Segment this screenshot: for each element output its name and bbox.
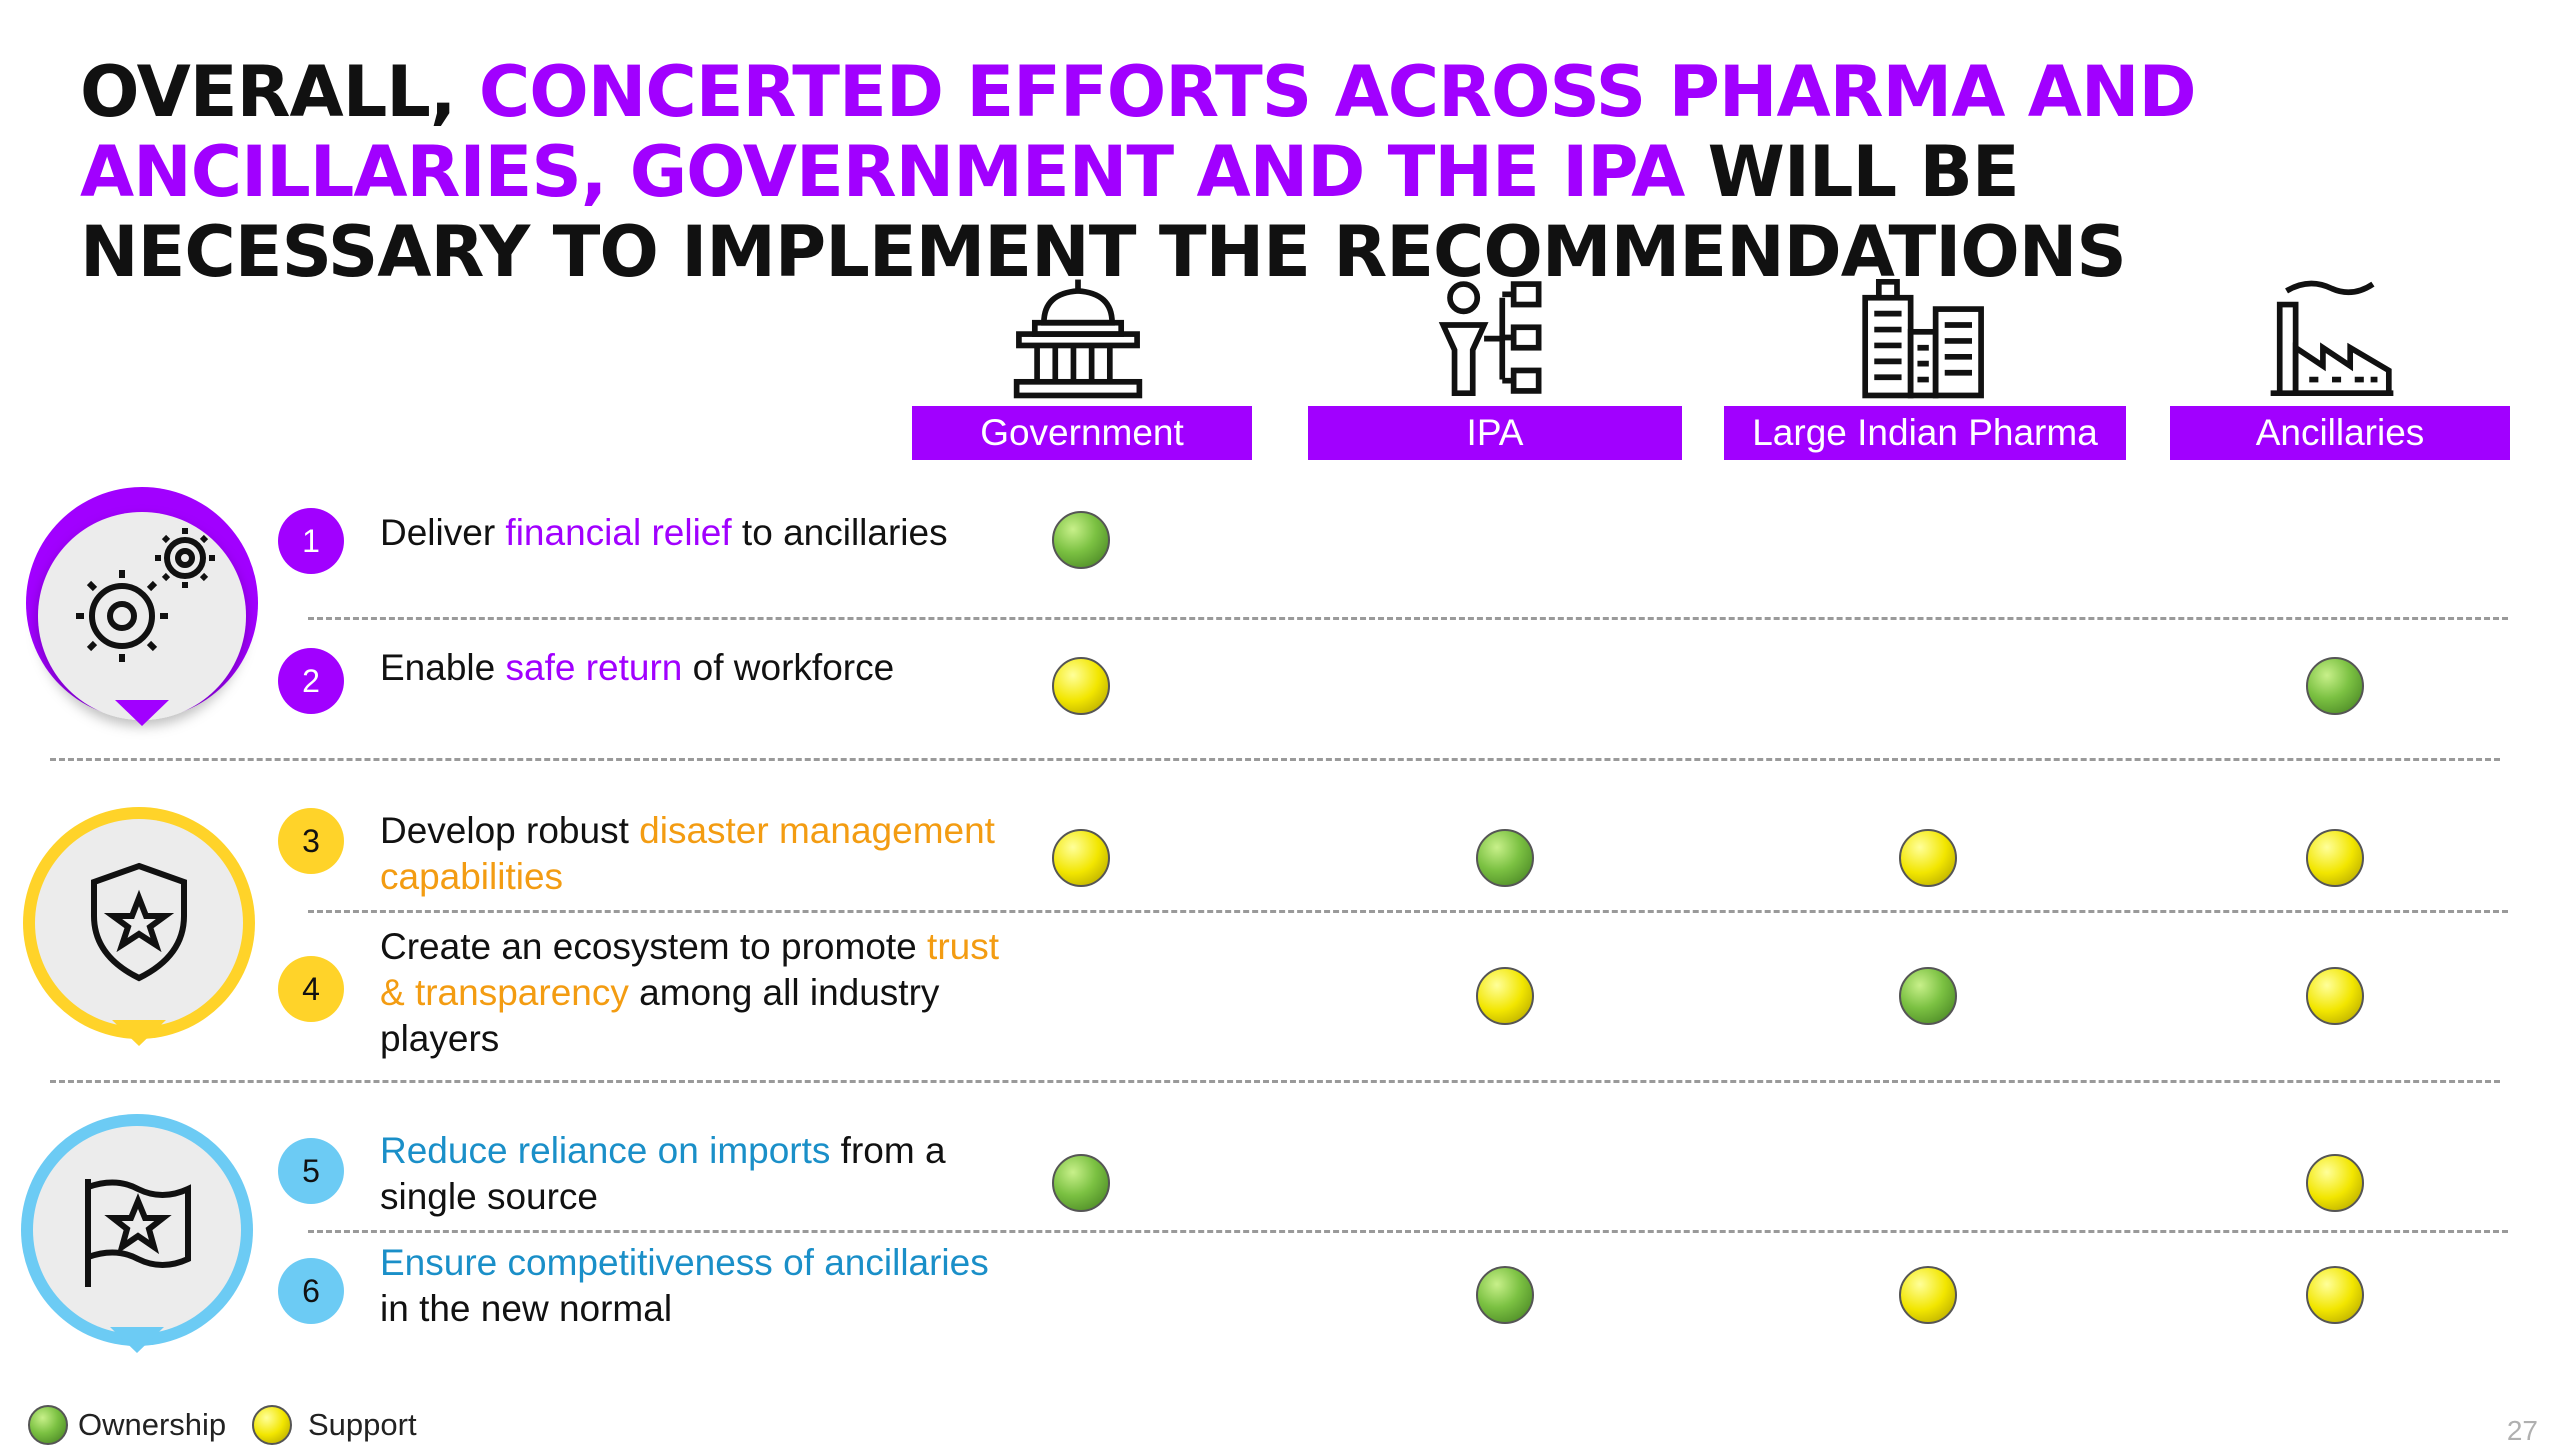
gears-icon: [76, 528, 215, 662]
support-dot: [1052, 657, 1110, 715]
shield-star-icon: [91, 862, 187, 982]
org-chart-person-icon: [1430, 275, 1570, 400]
ownership-dot: [1476, 1266, 1534, 1324]
legend-support-label: Support: [308, 1407, 417, 1442]
ownership-dot: [1899, 967, 1957, 1025]
government-building-icon: [1008, 275, 1148, 400]
support-dot: [2306, 829, 2364, 887]
column-header-ancillaries: Ancillaries: [2170, 406, 2510, 460]
title-highlight: CONCERTED EFFORTS ACROSS PHARMA AND ANCI…: [80, 51, 2197, 213]
ownership-dot: [1052, 1154, 1110, 1212]
support-dot: [1052, 829, 1110, 887]
row-divider: [308, 910, 2508, 913]
group-badge-self-reliance: [12, 1105, 262, 1355]
ownership-dot: [1052, 511, 1110, 569]
support-dot: [2306, 1154, 2364, 1212]
group-divider: [50, 1080, 2500, 1083]
group-badge-relief: [17, 478, 267, 728]
column-header-large-indian-pharma: Large Indian Pharma: [1724, 406, 2126, 460]
city-buildings-icon: [1852, 275, 1992, 400]
flag-star-icon: [85, 1179, 191, 1287]
legend-ownership-dot: [28, 1405, 68, 1445]
group-badge-resilience: [14, 798, 264, 1048]
recommendation-number-6: 6: [278, 1258, 344, 1324]
row-divider: [308, 617, 2508, 620]
title-part-1: OVERALL,: [80, 51, 479, 133]
factory-icon: [2262, 275, 2402, 400]
recommendation-text-3: Develop robust disaster management capab…: [380, 810, 995, 897]
recommendation-text-4: Create an ecosystem to promote trust & t…: [380, 926, 1000, 1059]
support-dot: [2306, 1266, 2364, 1324]
recommendation-text-2: Enable safe return of workforce: [380, 647, 895, 688]
page-number: 27: [2506, 1415, 2538, 1446]
recommendation-text-6: Ensure competitiveness of ancillaries in…: [380, 1242, 989, 1329]
ownership-dot: [1476, 829, 1534, 887]
recommendation-number-2: 2: [278, 648, 344, 714]
page-title: OVERALL, CONCERTED EFFORTS ACROSS PHARMA…: [80, 52, 2480, 292]
row-divider: [308, 1230, 2508, 1233]
group-divider: [50, 758, 2500, 761]
support-dot: [1899, 1266, 1957, 1324]
legend-support-dot: [252, 1405, 292, 1445]
support-dot: [2306, 967, 2364, 1025]
title-part-3: WILL BE NECESSARY TO IMPLEMENT THE RECOM…: [80, 131, 2127, 293]
recommendation-number-1: 1: [278, 508, 344, 574]
legend-ownership-label: Ownership: [78, 1407, 227, 1442]
column-header-ipa: IPA: [1308, 406, 1682, 460]
recommendation-number-3: 3: [278, 808, 344, 874]
support-dot: [1899, 829, 1957, 887]
recommendation-number-4: 4: [278, 956, 344, 1022]
column-header-government: Government: [912, 406, 1252, 460]
recommendation-number-5: 5: [278, 1138, 344, 1204]
recommendation-text-5: Reduce reliance on imports from a single…: [380, 1130, 946, 1217]
ownership-dot: [2306, 657, 2364, 715]
support-dot: [1476, 967, 1534, 1025]
recommendation-text-1: Deliver financial relief to ancillaries: [380, 512, 948, 553]
